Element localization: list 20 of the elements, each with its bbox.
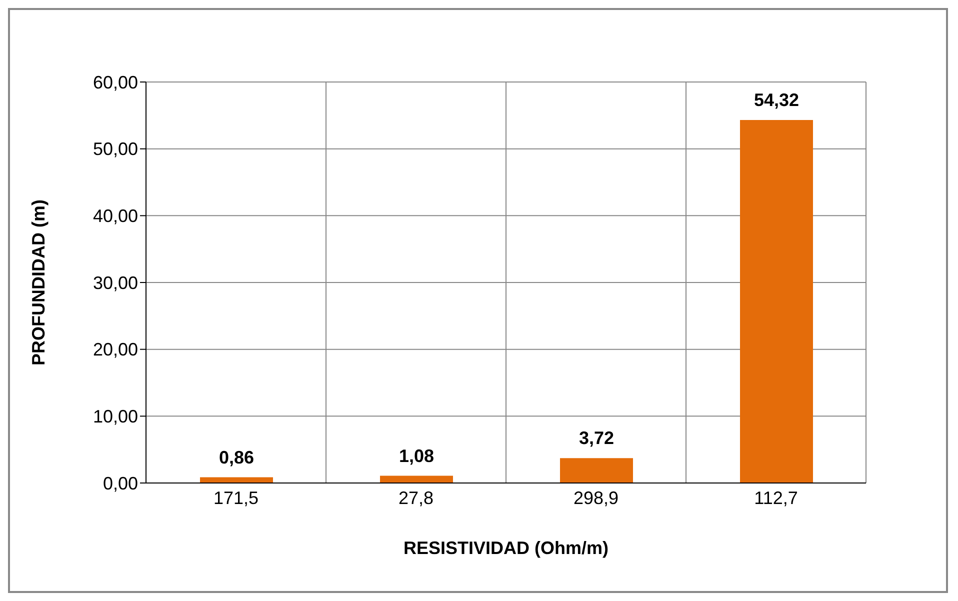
y-tick-label: 30,00 — [92, 272, 138, 293]
data-label: 0,86 — [218, 447, 254, 468]
data-label: 54,32 — [754, 90, 800, 110]
bar — [560, 458, 633, 483]
bar — [740, 120, 813, 483]
data-label: 3,72 — [578, 428, 614, 448]
x-tick-label: 171,5 — [213, 488, 259, 508]
y-tick-label: 50,00 — [92, 139, 138, 160]
data-label: 1,08 — [398, 446, 434, 466]
y-tick-label: 60,00 — [92, 72, 138, 92]
y-axis-title: PROFUNDIDAD (m) — [28, 200, 48, 366]
x-tick-label: 112,7 — [754, 488, 798, 508]
x-tick-label: 298,9 — [573, 488, 619, 508]
x-tick-label: 27,8 — [398, 488, 434, 508]
y-tick-label: 10,00 — [92, 406, 138, 427]
bar — [380, 476, 453, 483]
y-tick-label: 40,00 — [92, 206, 138, 226]
y-tick-label: 0,00 — [102, 473, 138, 494]
x-axis-title: RESISTIVIDAD (Ohm/m) — [403, 538, 609, 558]
y-tick-label: 20,00 — [92, 340, 138, 360]
